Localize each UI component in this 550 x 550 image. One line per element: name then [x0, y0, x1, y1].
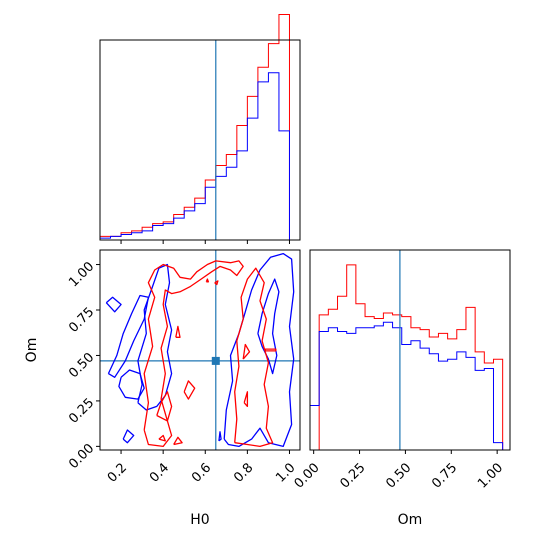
om-y-tick-label: 0.00 — [66, 441, 97, 472]
contour-red — [234, 267, 274, 448]
contour-blue — [107, 294, 150, 378]
hist-h0-frame — [99, 39, 301, 241]
hist-om-panel: 0.00 0.25 0.50 0.75 1.00 — [292, 249, 511, 492]
om-x-tick-label: 0.75 — [429, 460, 460, 491]
contour-red — [143, 260, 244, 448]
h0-histogram-blue-series — [99, 72, 300, 241]
x-axis-label-h0: H0 — [190, 512, 209, 528]
contour-red — [264, 348, 277, 352]
contour-red — [156, 391, 173, 422]
om-y-tick-label: 0.25 — [66, 396, 97, 427]
h0-x-tick-label: 0.6 — [189, 460, 214, 485]
contour-red — [243, 391, 249, 408]
contour-panel: 0.2 0.4 0.6 0.8 1.00.000.250.500.751.00 — [66, 249, 301, 486]
contour-red — [183, 380, 196, 400]
om-y-tick-label: 0.75 — [66, 305, 97, 336]
hist-om-frame — [309, 249, 511, 451]
contour-blue — [118, 369, 145, 400]
contour-blue — [137, 263, 173, 411]
contour-blue — [105, 296, 122, 313]
contour-red — [158, 434, 166, 442]
h0-histogram-red-series — [99, 14, 300, 241]
y-axis-label-om: Om — [24, 338, 40, 363]
om-y-tick-label: 1.00 — [66, 259, 97, 290]
om-y-tick-label: 0.50 — [66, 350, 97, 381]
om-x-tick-label: 0.25 — [338, 460, 369, 491]
x-axis-label-om: Om — [398, 512, 423, 528]
om-x-tick-label: 1.00 — [475, 460, 506, 491]
contour-red — [173, 436, 183, 446]
om-x-tick-label: 0.50 — [383, 460, 414, 491]
h0-x-tick-label: 0.4 — [147, 460, 172, 485]
hist-h0-panel — [99, 14, 301, 244]
contour-red — [205, 278, 210, 283]
h0-x-tick-label: 0.2 — [105, 460, 130, 485]
om-histogram-red-series — [310, 264, 510, 451]
contour-red — [175, 325, 181, 338]
truth-marker — [211, 356, 220, 365]
contour-blue — [223, 252, 295, 448]
contour-blue — [218, 431, 222, 442]
contour-blue — [122, 429, 135, 444]
contour-frame — [99, 249, 301, 451]
contour-blue — [257, 278, 280, 375]
om-x-tick-label: 0.00 — [292, 460, 323, 491]
om-histogram-blue-series — [309, 321, 510, 451]
contour-red — [214, 280, 219, 286]
h0-x-tick-label: 0.8 — [231, 460, 256, 485]
contour-red — [242, 343, 251, 360]
